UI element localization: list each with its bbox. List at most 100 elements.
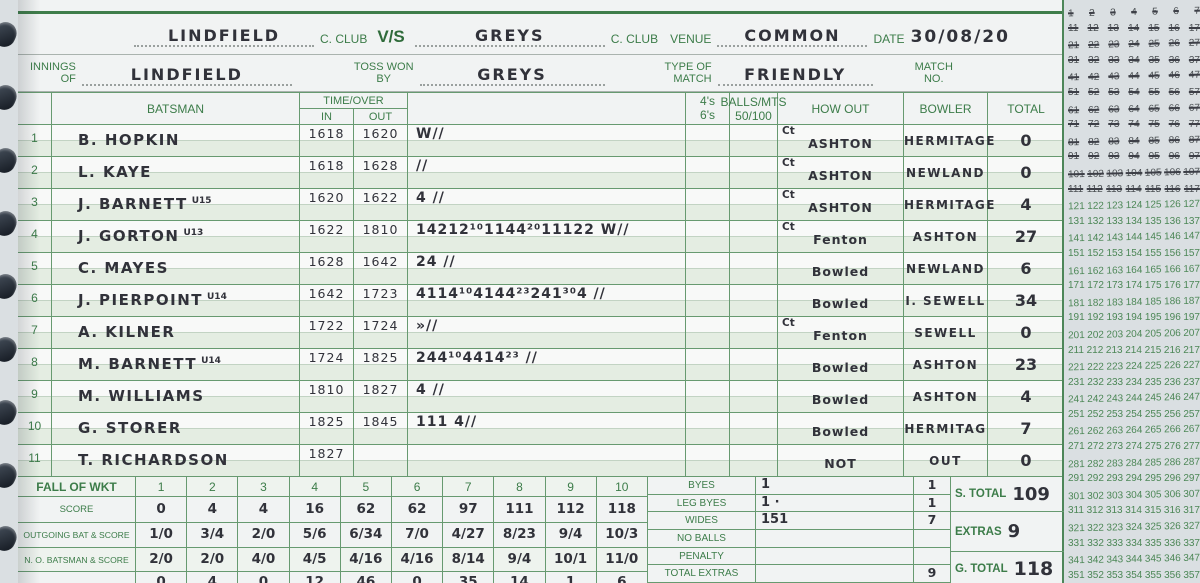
batsman-total: 23: [1014, 355, 1038, 374]
tally-number: 323: [1106, 521, 1124, 534]
how-out-value: Fenton: [813, 328, 868, 343]
extras-label-right: EXTRAS: [955, 525, 1002, 538]
tally-number: 26: [1168, 37, 1180, 50]
extras-tally: 1 ·: [756, 494, 914, 512]
runs-scored: 4 //: [408, 189, 686, 220]
tally-number: 164: [1125, 263, 1143, 276]
tally-number: 224: [1125, 360, 1143, 372]
tally-number: 283: [1106, 457, 1124, 469]
tally-row: 111 112 113 114 115 116 117: [1068, 181, 1200, 197]
bottom-section: FALL OF WKT 1 2 3 4 5 6 7 8 9 10 SCORE 0 4 4 16 62 62 9…: [18, 477, 1064, 583]
tally-number: 45: [1148, 70, 1160, 82]
tally-number: 185: [1144, 295, 1162, 308]
tally-number: 44: [1128, 70, 1140, 83]
bowler-value: OUT: [904, 445, 988, 476]
tally-number: 291: [1068, 473, 1085, 485]
tally-number: 304: [1125, 489, 1143, 501]
tally-number: 111: [1068, 183, 1084, 195]
tally-row: 181 182 183 184 185 186 187: [1068, 292, 1200, 311]
tally-number: 55: [1148, 87, 1160, 99]
tally-number: 165: [1144, 263, 1162, 275]
tally-number: 54: [1128, 87, 1140, 99]
tally-number: 297: [1183, 473, 1200, 485]
tally-number: 256: [1164, 408, 1181, 420]
partnership-runs: 14: [494, 572, 546, 583]
runs-scored: 244¹⁰4414²³ //: [408, 349, 686, 380]
in-header: IN: [300, 109, 354, 125]
fours-sixes-cell: [686, 189, 730, 220]
tally-number: 74: [1128, 119, 1140, 131]
bowler-header: BOWLER: [904, 93, 988, 125]
how-out-cell: NOT: [778, 445, 904, 476]
caught-prefix: Ct: [782, 189, 795, 201]
batsman-name-cell: M. BARNETT U14: [52, 349, 300, 380]
tally-number: 24: [1128, 38, 1140, 50]
tally-row: 21 22 23 24 25 26 27: [1068, 35, 1200, 54]
tally-number: 66: [1168, 102, 1180, 114]
batsman-total: 34: [1014, 291, 1038, 310]
tally-number: 43: [1108, 71, 1120, 83]
notout-batsman-score: 8/14: [443, 548, 495, 571]
extras-total: 1: [927, 494, 937, 510]
tally-number: 151: [1068, 247, 1085, 259]
age-group-badge: U13: [183, 228, 204, 238]
tally-number: 192: [1087, 312, 1104, 324]
fow-score: 112: [546, 497, 597, 522]
innings-header: INNINGS OF LINDFIELD TOSS WON BY GREYS T…: [18, 55, 1062, 92]
tally-number: 147: [1183, 230, 1200, 242]
tally-number: 124: [1125, 199, 1143, 211]
wicket-number: 8: [494, 477, 546, 496]
time-out: 1845: [354, 413, 408, 444]
tally-number: 324: [1125, 521, 1143, 533]
time-in: 1620: [300, 189, 354, 220]
tally-number: 231: [1068, 376, 1085, 388]
g-total-label: G. TOTAL: [955, 562, 1008, 575]
tally-number: 46: [1168, 69, 1180, 82]
fours-sixes-cell: [686, 445, 730, 476]
extras-value: 9: [1007, 521, 1021, 542]
tally-number: 233: [1106, 376, 1124, 388]
tally-row: 61 62 63 64 65 66 67: [1068, 99, 1200, 118]
tally-number: 213: [1105, 344, 1123, 356]
tally-number: 173: [1106, 280, 1124, 292]
fours-sixes-cell: [686, 157, 730, 188]
batsman-name: M. BARNETT: [78, 355, 198, 373]
batsman-total: 0: [1020, 323, 1032, 342]
tally-number: 313: [1105, 505, 1123, 517]
tally-number: 335: [1144, 537, 1162, 549]
extras-label: LEG BYES: [648, 494, 756, 512]
tally-number: 86: [1168, 134, 1180, 146]
batsman-row: 10 G. STORER 1825 1845 111 4// Bowled HE…: [18, 413, 1062, 445]
time-in: 1724: [300, 349, 354, 380]
batsman-name: J. BARNETT: [78, 195, 188, 213]
how-out-cell: Ct Fenton: [778, 317, 904, 348]
extras-tally: 1: [756, 477, 914, 494]
tally-number: 84: [1128, 135, 1140, 147]
tally-number: 326: [1163, 520, 1181, 532]
tally-number: 57: [1188, 87, 1200, 99]
tally-number: 137: [1183, 215, 1200, 227]
tally-number: 12: [1087, 22, 1099, 34]
how-out-value: Bowled: [811, 264, 870, 279]
tally-number: 103: [1106, 167, 1124, 180]
tally-row: 321 322 323 324 325 326 327: [1068, 518, 1200, 537]
outgoing-bat-score: 3/4: [187, 523, 239, 547]
row-number: 7: [18, 317, 52, 348]
tally-number: 191: [1068, 312, 1085, 324]
tally-row: 81 82 83 84 85 86 87: [1068, 131, 1200, 150]
balls-mts-cell: [730, 445, 778, 476]
tally-row: 191 192 193 194 195 196 197: [1068, 310, 1200, 326]
runs-scored: 24 //: [408, 253, 686, 284]
tally-number: 47: [1188, 69, 1200, 81]
tally-number: 143: [1106, 232, 1124, 244]
how-out-cell: Bowled: [778, 413, 904, 444]
tally-number: 63: [1108, 103, 1120, 115]
runs-scored: [408, 445, 686, 476]
how-out-value: Bowled: [811, 424, 870, 439]
tally-number: 296: [1164, 473, 1181, 485]
tally-number: 352: [1087, 569, 1104, 581]
tally-number: 277: [1183, 441, 1200, 453]
tally-row: 231 232 233 234 235 236 237: [1068, 374, 1200, 390]
age-group-badge: U14: [207, 292, 227, 302]
toss-won-by-value: GREYS: [419, 65, 605, 86]
